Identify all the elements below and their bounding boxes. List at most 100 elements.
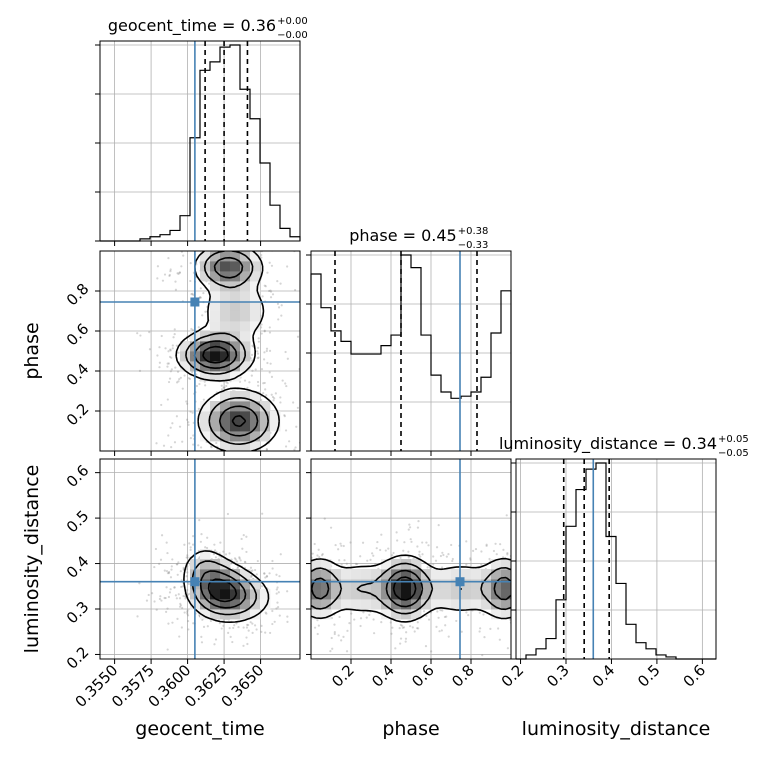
sample-point: [154, 547, 158, 551]
sample-point: [256, 248, 258, 250]
sample-point: [472, 549, 475, 552]
sample-point: [300, 583, 302, 585]
y-axis-label: luminosity_distance: [21, 465, 43, 654]
sample-point: [213, 643, 216, 646]
density-cell: [401, 589, 412, 600]
sample-point: [208, 243, 210, 245]
sample-point: [268, 326, 271, 329]
panel-title: phase = 0.45: [349, 226, 456, 245]
density-cell: [491, 569, 502, 580]
sample-point: [199, 296, 202, 299]
sample-point: [263, 572, 266, 575]
sample-point: [306, 576, 308, 578]
sample-point: [439, 554, 443, 558]
sample-point: [286, 265, 289, 268]
sample-point: [151, 592, 154, 595]
density-cell: [210, 291, 221, 302]
density-cell: [381, 609, 392, 620]
sample-point: [160, 599, 163, 602]
sample-point: [168, 355, 172, 358]
sample-point: [392, 551, 395, 555]
density-cell: [250, 281, 261, 292]
truth-marker: [455, 577, 465, 587]
sample-point: [512, 566, 514, 568]
sample-point: [191, 534, 195, 538]
density-cell: [220, 321, 231, 332]
density-cell: [461, 589, 472, 600]
x-tick-label: 0.4: [368, 661, 398, 691]
sample-point: [214, 638, 218, 641]
sample-point: [280, 304, 283, 307]
sample-point: [245, 550, 248, 554]
sample-point: [180, 579, 183, 582]
sample-point: [255, 573, 258, 576]
sample-point: [185, 575, 188, 578]
sample-point: [421, 541, 424, 544]
sample-point: [409, 625, 412, 628]
sample-point: [260, 585, 264, 588]
sample-point: [248, 381, 251, 384]
density-cell: [200, 271, 211, 282]
y-tick-label: 0.4: [63, 552, 93, 582]
density-cell: [501, 599, 511, 610]
sample-point: [209, 245, 211, 247]
density-cell: [210, 331, 221, 342]
density-cell: [180, 361, 191, 372]
sample-point: [189, 436, 192, 440]
sample-point: [166, 607, 169, 610]
sample-point: [373, 632, 376, 635]
sample-point: [269, 290, 273, 293]
density-cell: [311, 579, 322, 590]
sample-point: [501, 556, 505, 559]
sample-point: [432, 555, 435, 558]
sample-point: [246, 623, 249, 627]
sample-point: [165, 541, 168, 544]
sample-point: [305, 593, 307, 595]
panel-title-upper-error: +0.00: [277, 16, 308, 27]
sample-point: [181, 387, 184, 390]
density-cell: [411, 589, 422, 600]
contour-line: [175, 251, 280, 451]
density-cell: [361, 599, 372, 610]
sample-point: [450, 661, 452, 663]
sample-point: [450, 543, 453, 547]
sample-point: [345, 650, 349, 653]
sample-point: [200, 635, 203, 638]
sample-point: [198, 518, 201, 522]
sample-point: [485, 544, 488, 547]
density-cell: [220, 311, 231, 322]
density-cell: [441, 579, 452, 590]
contour-line: [311, 562, 511, 615]
sample-point: [195, 384, 198, 388]
sample-point: [200, 641, 204, 644]
sample-point: [158, 361, 161, 364]
sample-point: [447, 635, 450, 638]
sample-point: [445, 555, 448, 558]
sample-point: [249, 566, 253, 569]
sample-point: [265, 347, 269, 350]
sample-point: [210, 446, 213, 449]
density-cell: [210, 609, 221, 620]
sample-point: [479, 627, 482, 630]
x-tick-label: 0.4: [589, 661, 619, 691]
sample-point: [228, 626, 231, 630]
sample-point: [236, 567, 239, 570]
density-cell: [200, 251, 211, 262]
sample-point: [186, 588, 189, 592]
sample-point: [398, 627, 401, 630]
sample-point: [214, 556, 217, 559]
sample-point: [168, 274, 171, 278]
panel-frame: [515, 458, 717, 660]
sample-point: [185, 568, 188, 571]
density-cell: [230, 331, 241, 342]
sample-point: [286, 357, 289, 360]
sample-point: [303, 619, 305, 621]
sample-point: [263, 330, 266, 333]
sample-point: [245, 535, 248, 538]
density-cell: [200, 549, 211, 560]
density-cell: [210, 599, 221, 610]
sample-point: [174, 366, 177, 369]
sample-point: [186, 556, 189, 559]
density-cell: [230, 261, 241, 272]
density-cell: [220, 291, 231, 302]
